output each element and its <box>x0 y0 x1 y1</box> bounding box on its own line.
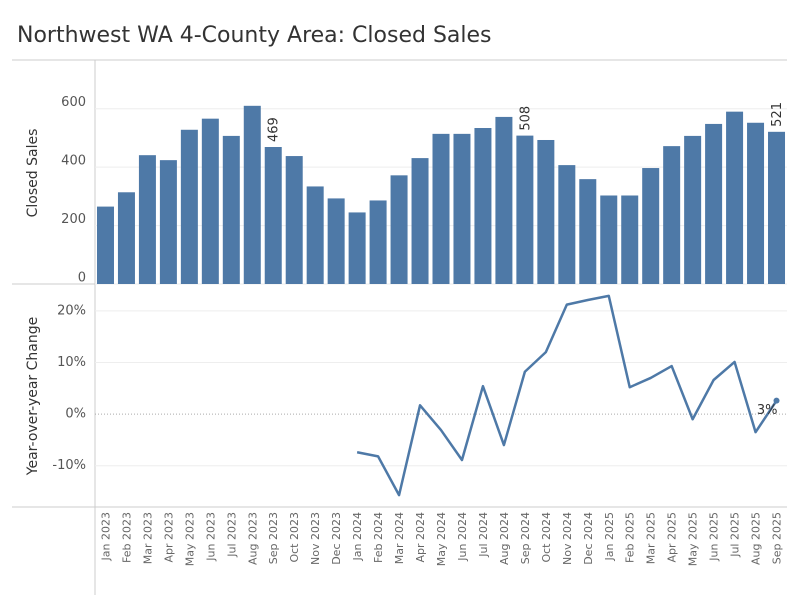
bar <box>726 111 744 284</box>
chart-title: Northwest WA 4-County Area: Closed Sales <box>17 23 492 48</box>
x-tick-label: Jul 2025 <box>729 512 742 558</box>
y-tick-label: 0% <box>65 407 86 422</box>
bar <box>180 129 198 284</box>
bar <box>621 195 639 284</box>
y-tick-label: 200 <box>61 212 86 227</box>
x-tick-label: Mar 2024 <box>393 512 406 564</box>
y-tick-label: 400 <box>61 154 86 169</box>
bar <box>306 186 324 284</box>
bar <box>243 105 261 284</box>
y-tick-label: 0 <box>78 271 86 286</box>
bar <box>432 133 450 284</box>
bar <box>516 135 534 284</box>
y-tick-label: 600 <box>61 95 86 110</box>
bar <box>138 155 156 284</box>
bar <box>453 133 471 284</box>
x-tick-label: Apr 2023 <box>162 512 175 563</box>
data-label: 508 <box>518 106 533 131</box>
bar <box>747 122 765 284</box>
x-tick-label: Jul 2023 <box>225 512 238 558</box>
x-tick-label: Jul 2024 <box>477 512 490 558</box>
bar <box>348 212 366 284</box>
y-tick-label: 10% <box>57 355 86 370</box>
bar <box>558 165 576 284</box>
bar <box>705 123 723 284</box>
x-tick-label: Jun 2024 <box>456 512 469 562</box>
bar <box>579 179 597 284</box>
bar <box>768 131 786 284</box>
y-tick-label: -10% <box>52 458 86 473</box>
x-tick-label: Aug 2025 <box>750 512 763 565</box>
x-tick-label: Oct 2024 <box>540 512 553 563</box>
bar <box>201 118 219 284</box>
x-tick-label: Aug 2024 <box>498 512 511 565</box>
x-tick-label: Oct 2023 <box>288 512 301 563</box>
data-label: 521 <box>770 102 785 127</box>
bar <box>684 135 702 284</box>
y-tick-label: 20% <box>57 303 86 318</box>
line <box>356 294 778 497</box>
bar <box>495 116 513 284</box>
x-tick-label: Feb 2024 <box>372 512 385 563</box>
x-tick-label: Jan 2024 <box>351 512 364 561</box>
bar <box>390 175 408 284</box>
x-tick-label: Apr 2025 <box>666 512 679 563</box>
x-tick-label: Apr 2024 <box>414 512 427 563</box>
x-tick-label: Jan 2025 <box>603 512 616 561</box>
bar <box>411 158 429 284</box>
x-tick-label: May 2023 <box>183 512 196 566</box>
bar <box>663 146 681 284</box>
x-tick-label: Sep 2023 <box>267 512 280 564</box>
x-tick-label: Mar 2023 <box>141 512 154 564</box>
bar <box>159 160 177 284</box>
x-tick-label: Jan 2023 <box>99 512 112 561</box>
y-axis-title: Year-over-year Change <box>25 317 41 476</box>
bar <box>96 206 114 284</box>
x-tick-label: Sep 2025 <box>771 512 784 564</box>
x-tick-label: Nov 2023 <box>309 512 322 565</box>
data-label: 469 <box>267 117 282 142</box>
x-tick-label: Feb 2023 <box>120 512 133 563</box>
y-axis-title: Closed Sales <box>25 129 41 218</box>
point <box>773 397 780 404</box>
x-tick-label: Mar 2025 <box>645 512 658 564</box>
bar <box>222 135 240 284</box>
bar <box>327 198 345 284</box>
x-tick-label: Aug 2023 <box>246 512 259 565</box>
x-tick-label: Sep 2024 <box>519 512 532 564</box>
bar <box>285 156 303 284</box>
x-tick-label: Nov 2024 <box>561 512 574 565</box>
x-tick-label: Dec 2023 <box>330 512 343 565</box>
x-tick-label: Jun 2025 <box>708 512 721 562</box>
x-tick-label: Jun 2023 <box>204 512 217 562</box>
bar <box>369 200 387 284</box>
x-tick-label: Dec 2024 <box>582 512 595 565</box>
x-tick-label: Feb 2025 <box>624 512 637 563</box>
bar <box>264 147 282 284</box>
bar <box>537 139 555 284</box>
bar <box>642 168 660 284</box>
x-tick-label: May 2024 <box>435 512 448 566</box>
bar <box>474 128 492 284</box>
x-tick-label: May 2025 <box>687 512 700 566</box>
bar <box>117 192 135 284</box>
bar <box>600 195 618 284</box>
data-label: 3% <box>757 403 778 418</box>
